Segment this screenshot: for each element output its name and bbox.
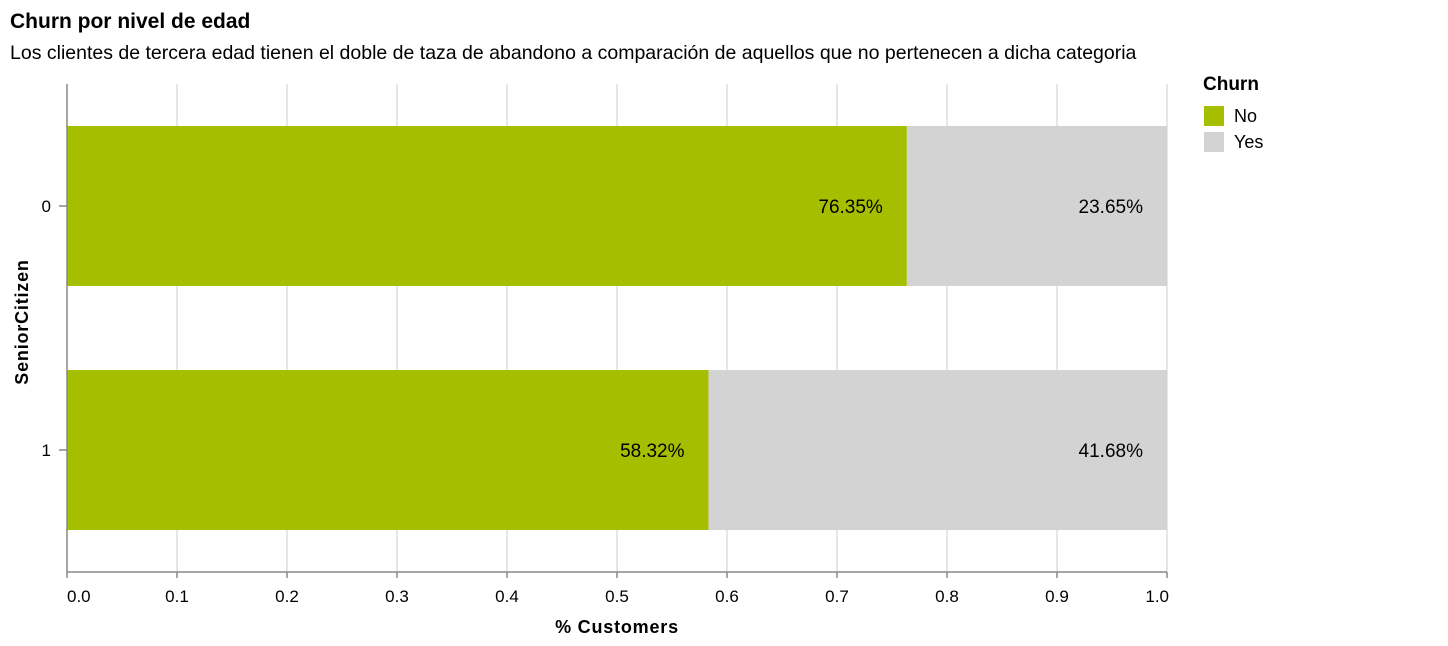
legend-swatch-no xyxy=(1204,106,1224,126)
legend-title: Churn xyxy=(1203,74,1259,95)
data-label: 41.68% xyxy=(1079,441,1144,462)
data-label: 76.35% xyxy=(818,197,883,218)
x-tick-label: 0.0 xyxy=(67,587,91,606)
x-tick-label: 0.7 xyxy=(825,587,849,606)
legend: Churn No Yes xyxy=(1203,74,1263,152)
x-tick-label: 1.0 xyxy=(1145,587,1169,606)
y-tick-label: 0 xyxy=(42,197,51,216)
bar-yes-1 xyxy=(708,370,1167,530)
legend-label-yes: Yes xyxy=(1234,132,1263,152)
axes: 0.0 0.1 0.2 0.3 0.4 0.5 0.6 0.7 0.8 0.9 1.0 0 1 xyxy=(42,84,1169,606)
data-labels: 76.35% 23.65% 58.32% 41.68% xyxy=(620,197,1143,462)
bar-yes-0 xyxy=(906,126,1167,286)
y-axis-title: SeniorCitizen xyxy=(12,259,32,384)
x-tick-label: 0.6 xyxy=(715,587,739,606)
legend-swatch-yes xyxy=(1204,132,1224,152)
x-tick-label: 0.3 xyxy=(385,587,409,606)
y-tick-label: 1 xyxy=(42,441,51,460)
data-label: 23.65% xyxy=(1079,197,1144,218)
x-tick-label: 0.8 xyxy=(935,587,959,606)
x-axis-title: % Customers xyxy=(555,617,679,637)
data-label: 58.32% xyxy=(620,441,685,462)
x-tick-label: 0.9 xyxy=(1045,587,1069,606)
x-tick-label: 0.4 xyxy=(495,587,519,606)
x-tick-label: 0.1 xyxy=(165,587,189,606)
legend-label-no: No xyxy=(1234,106,1257,126)
bar-no-0 xyxy=(67,126,907,286)
bar-no-1 xyxy=(67,370,709,530)
chart-subtitle: Los clientes de tercera edad tienen el d… xyxy=(10,42,1137,64)
chart-title: Churn por nivel de edad xyxy=(10,10,250,33)
x-tick-label: 0.5 xyxy=(605,587,629,606)
bars xyxy=(67,126,1167,530)
x-tick-label: 0.2 xyxy=(275,587,299,606)
